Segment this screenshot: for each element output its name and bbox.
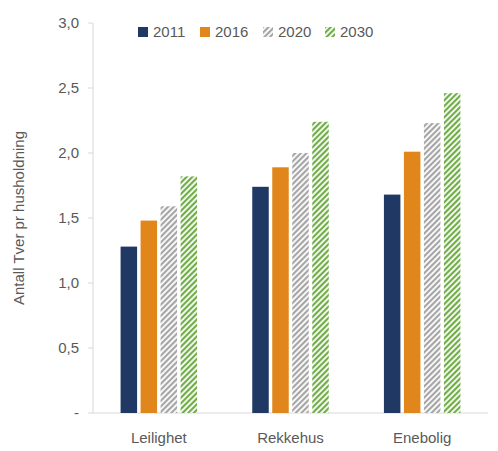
- y-tick: [88, 88, 93, 89]
- y-tick: [88, 348, 93, 349]
- y-tick-label: -: [74, 404, 79, 421]
- bar: [161, 206, 178, 413]
- bars: [121, 93, 461, 413]
- legend-label: 2011: [153, 23, 185, 40]
- bar: [404, 152, 421, 413]
- y-tick: [88, 413, 93, 414]
- bar: [384, 195, 401, 413]
- legend-label: 2020: [278, 23, 311, 40]
- y-tick: [88, 153, 93, 154]
- y-tick-label: 2,5: [58, 79, 79, 96]
- bar: [252, 187, 269, 413]
- x-tick-label: Rekkehus: [257, 429, 324, 446]
- bar: [272, 167, 289, 413]
- y-tick: [88, 283, 93, 284]
- y-tick-label: 1,0: [58, 274, 79, 291]
- bar: [141, 221, 158, 413]
- x-tick-label: Enebolig: [393, 429, 451, 446]
- bar: [424, 123, 441, 413]
- y-axis-label: Antall Tver pr husholdning: [10, 131, 27, 305]
- bar: [121, 247, 138, 413]
- legend-swatch: [263, 27, 273, 37]
- legend-label: 2016: [215, 23, 248, 40]
- bar: [444, 93, 461, 413]
- legend: 2011 2016 2020 2030: [138, 23, 373, 40]
- bar: [181, 176, 198, 413]
- chart-svg: - 0,5 1,0 1,5 2,0 2,5 3,0 Antall Tver pr hushol…: [0, 0, 498, 451]
- y-tick-label: 3,0: [58, 14, 79, 31]
- legend-swatch: [200, 27, 210, 37]
- bar: [292, 153, 309, 413]
- x-tick-label: Leilighet: [131, 429, 188, 446]
- y-tick-label: 2,0: [58, 144, 79, 161]
- legend-swatch: [325, 27, 335, 37]
- legend-label: 2030: [340, 23, 373, 40]
- legend-swatch: [138, 27, 148, 37]
- y-tick-label: 1,5: [58, 209, 79, 226]
- chart-container: - 0,5 1,0 1,5 2,0 2,5 3,0 Antall Tver pr hushol…: [0, 0, 498, 451]
- bar: [312, 122, 329, 413]
- y-tick-label: 0,5: [58, 339, 79, 356]
- y-tick: [88, 23, 93, 24]
- y-tick: [88, 218, 93, 219]
- y-axis: [93, 23, 94, 413]
